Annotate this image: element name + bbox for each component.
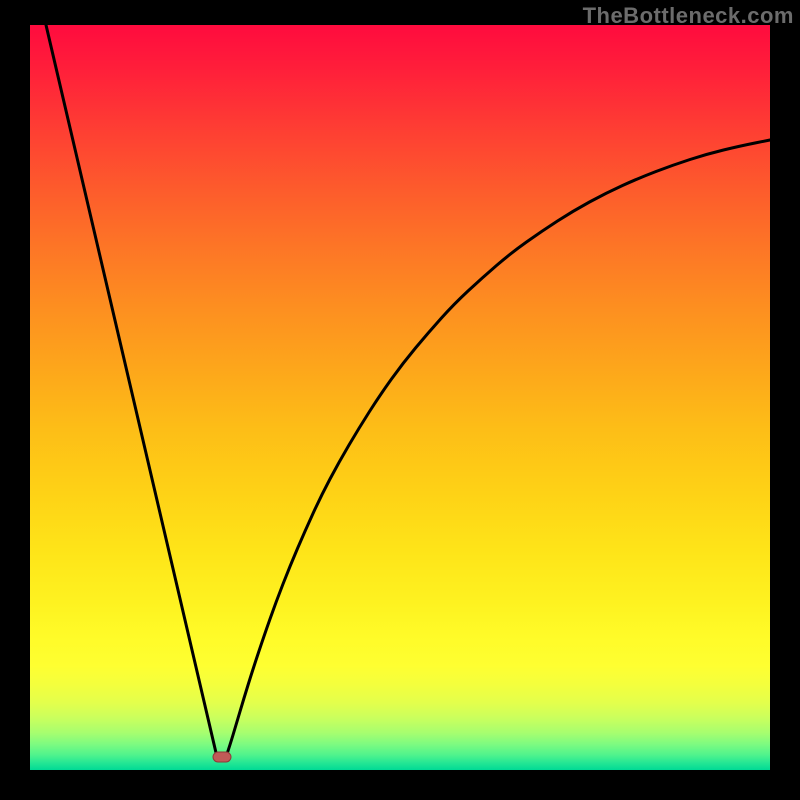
curve-descending bbox=[46, 25, 217, 757]
chart-container: TheBottleneck.com bbox=[0, 0, 800, 800]
frame-bottom bbox=[0, 770, 800, 800]
curve-ascending bbox=[226, 140, 770, 757]
frame-right bbox=[770, 0, 800, 800]
curve-overlay bbox=[0, 0, 800, 800]
frame-left bbox=[0, 0, 30, 800]
watermark-text: TheBottleneck.com bbox=[583, 3, 794, 29]
bottleneck-marker bbox=[213, 752, 231, 762]
